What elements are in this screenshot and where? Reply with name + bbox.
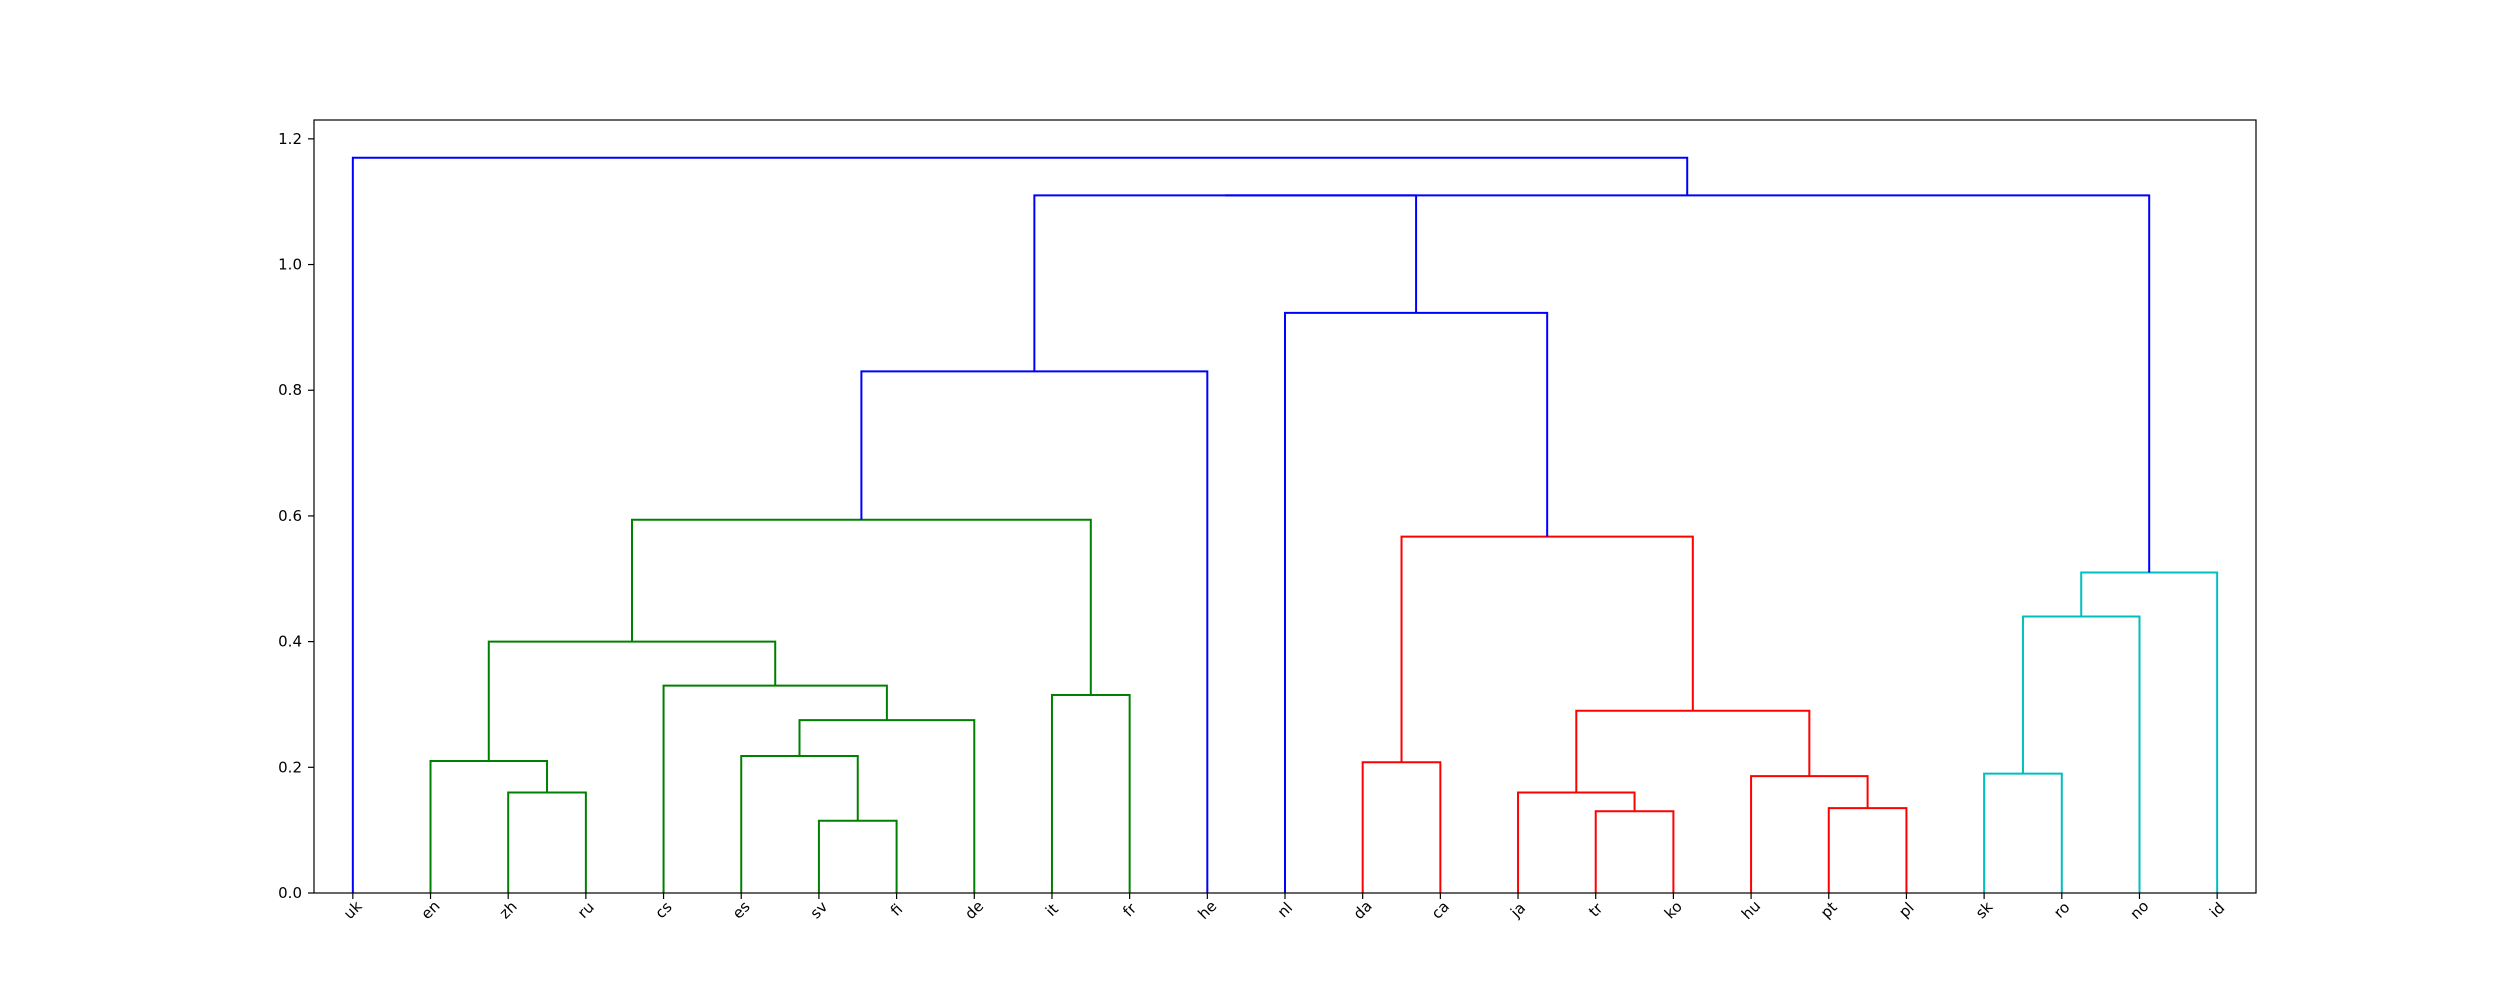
leaf-label-id: id <box>2206 899 2228 921</box>
y-tick-label: 0.6 <box>278 507 302 525</box>
dendrogram-link-tr-ko <box>1594 810 1675 893</box>
dendrogram-link-en-zh-ru <box>429 760 549 893</box>
dendrogram-links <box>351 156 2219 893</box>
dendrogram-link-it-fr <box>1050 694 1131 893</box>
leaf-label-tr: tr <box>1585 899 1607 921</box>
y-tick-label: 0.4 <box>278 633 302 651</box>
leaf-label-fi: fi <box>887 900 906 919</box>
x-axis: uk en zh ru cs es sv fi de it fr he nl da ca ja tr ko hu pt… <box>340 893 2228 923</box>
dendrogram-link-uk-en-id <box>351 156 1689 893</box>
y-tick-label: 0.0 <box>278 884 302 902</box>
dendrogram-link-es-fi-de <box>798 719 976 893</box>
dendrogram-link-zh-ru <box>507 791 587 893</box>
dendrogram-link-en-fr-he <box>860 370 1209 893</box>
dendrogram-link-en-ru-cs-de <box>487 640 777 762</box>
y-tick-label: 1.2 <box>278 130 302 148</box>
leaf-label-ca: ca <box>1428 897 1453 922</box>
leaf-label-ro: ro <box>2050 898 2073 921</box>
leaf-label-es: es <box>729 897 754 922</box>
dendrogram-link-da-ca-ja-pl <box>1400 535 1694 763</box>
dendrogram-link-ja-tr-ko <box>1517 791 1636 893</box>
leaf-label-hu: hu <box>1738 897 1764 923</box>
dendrogram-link-es-sv-fi <box>740 754 859 893</box>
dendrogram-link-nl-da-pl <box>1284 311 1549 893</box>
leaf-label-pt: pt <box>1817 898 1841 922</box>
leaf-label-he: he <box>1194 897 1220 923</box>
leaf-label-ru: ru <box>574 898 598 922</box>
dendrogram-link-da-ca <box>1361 761 1442 893</box>
leaf-label-en: en <box>418 897 444 923</box>
leaf-label-da: da <box>1350 897 1376 923</box>
y-tick-label: 1.0 <box>278 256 302 274</box>
dendrogram-link-cs-es-de <box>662 684 888 893</box>
leaf-label-sv: sv <box>807 898 832 923</box>
leaf-label-nl: nl <box>1274 899 1296 921</box>
dendrogram-link-hu-pt-pl <box>1750 775 1869 893</box>
dendrogram-link-ja-ko-hu-pl <box>1575 709 1811 793</box>
dendrogram-link-sv-fi <box>817 819 898 893</box>
leaf-label-ja: ja <box>1506 899 1529 922</box>
leaf-label-pl: pl <box>1895 899 1917 921</box>
leaf-label-ko: ko <box>1661 898 1686 923</box>
leaf-label-cs: cs <box>652 898 676 922</box>
leaf-label-uk: uk <box>340 897 366 923</box>
y-tick-label: 0.8 <box>278 381 302 399</box>
dendrogram-link-en-de-it-fr <box>631 518 1092 696</box>
plot-frame <box>313 119 2257 894</box>
leaf-label-sk: sk <box>1972 898 1997 923</box>
leaf-label-zh: zh <box>496 897 521 922</box>
dendrogram-link-sk-no-id <box>2080 571 2219 893</box>
leaf-label-fr: fr <box>1119 899 1140 920</box>
dendrogram-link-pt-pl <box>1827 807 1908 893</box>
dendrogram-link-sk-ro <box>1983 772 2063 893</box>
y-axis: 0.0 0.2 0.4 0.6 0.8 1.0 1.2 <box>278 130 314 902</box>
leaf-label-de: de <box>961 897 987 923</box>
dendrogram-link-sk-ro-no <box>2021 615 2141 893</box>
dendrogram-link-en-he-nl-pl <box>1033 194 1418 372</box>
y-tick-label: 0.2 <box>278 758 302 776</box>
dendrogram-link-en-pl-sk-id <box>1225 194 2151 573</box>
leaf-label-it: it <box>1042 900 1062 920</box>
leaf-label-no: no <box>2127 897 2153 923</box>
